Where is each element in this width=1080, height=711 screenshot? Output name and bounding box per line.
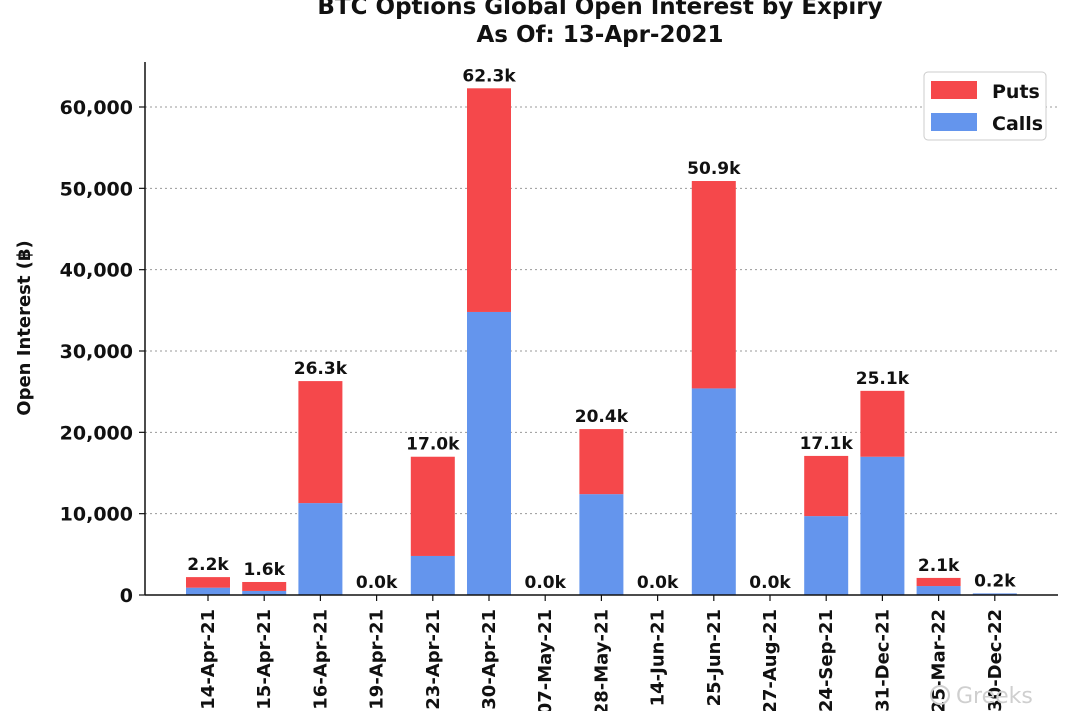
total-label: 1.6k <box>243 560 285 580</box>
bar-calls <box>298 503 343 595</box>
total-label: 0.0k <box>637 573 679 593</box>
bar-puts <box>860 390 905 457</box>
watermark-text: Greeks <box>956 684 1033 709</box>
x-axis-ticks: 14-Apr-21 15-Apr-21 16-Apr-21 19-Apr-21 23-A… <box>198 595 1006 711</box>
bar-calls <box>972 593 1017 595</box>
legend-swatch-puts <box>931 81 977 99</box>
bar-calls <box>242 590 287 595</box>
total-label: 0.2k <box>974 571 1016 591</box>
x-tick-label: 30-Dec-22 <box>985 609 1006 711</box>
y-axis-label: Open Interest (฿) <box>14 240 35 415</box>
total-label: 26.3k <box>294 359 348 379</box>
bar-puts <box>579 429 624 495</box>
y-tick-label: 0 <box>120 585 133 607</box>
bar-calls <box>916 586 961 595</box>
legend: Puts Calls <box>923 71 1047 141</box>
bar-calls <box>467 311 511 595</box>
x-tick-label: 28-May-21 <box>591 609 612 711</box>
x-tick-label: 24-Sep-21 <box>816 609 837 711</box>
y-tick-label: 60,000 <box>60 97 133 119</box>
chart-subtitle: As Of: 13-Apr-2021 <box>477 22 724 48</box>
x-tick-label: 14-Jun-21 <box>648 609 669 706</box>
data-labels: 2.2k 1.6k 26.3k 0.0k 17.0k 62.3k 0.0k 20.4k 0.0k… <box>187 66 1016 593</box>
x-tick-label: 07-May-21 <box>535 609 556 711</box>
bar-puts <box>691 181 736 389</box>
x-tick-label: 19-Apr-21 <box>367 609 388 710</box>
bar-puts <box>186 577 230 588</box>
x-tick-label: 30-Apr-21 <box>479 609 500 710</box>
y-axis-ticks: 0 10,000 20,000 30,000 40,000 50,000 60,000 <box>60 97 145 607</box>
bar-calls <box>691 388 736 595</box>
total-label: 25.1k <box>856 369 910 389</box>
watermark: Greeks <box>930 684 1033 709</box>
bar-calls <box>410 555 455 595</box>
total-label: 17.1k <box>800 434 854 454</box>
x-tick-label: 31-Dec-21 <box>872 609 893 711</box>
total-label: 17.0k <box>406 435 460 455</box>
y-tick-label: 40,000 <box>60 260 133 282</box>
total-label: 50.9k <box>687 159 741 179</box>
bar-puts <box>298 381 343 504</box>
total-label: 62.3k <box>462 66 516 86</box>
total-label: 0.0k <box>749 573 791 593</box>
y-tick-label: 50,000 <box>60 178 133 200</box>
bar-calls <box>860 456 905 595</box>
total-label: 0.0k <box>356 573 398 593</box>
wechat-logo-icon <box>930 685 950 705</box>
bar-puts <box>804 455 849 517</box>
bar-puts <box>467 88 511 312</box>
x-tick-label: 25-Mar-22 <box>929 609 950 711</box>
x-tick-label: 16-Apr-21 <box>310 609 331 710</box>
x-tick-label: 15-Apr-21 <box>254 609 275 710</box>
bar-calls <box>579 494 624 595</box>
y-tick-label: 10,000 <box>60 504 133 526</box>
bar-puts <box>410 456 455 556</box>
bars <box>186 88 1017 595</box>
y-tick-label: 20,000 <box>60 422 133 444</box>
x-tick-label: 27-Aug-21 <box>760 609 781 711</box>
legend-label-puts: Puts <box>992 81 1040 103</box>
bar-calls <box>186 587 230 595</box>
total-label: 20.4k <box>575 407 629 427</box>
x-tick-label: 14-Apr-21 <box>198 609 219 710</box>
x-tick-label: 23-Apr-21 <box>423 609 444 710</box>
bar-calls <box>804 516 849 595</box>
bar-puts <box>916 577 961 587</box>
legend-label-calls: Calls <box>992 113 1043 135</box>
chart-title: BTC Options Global Open Interest by Expi… <box>317 0 882 20</box>
y-tick-label: 30,000 <box>60 341 133 363</box>
legend-swatch-calls <box>931 113 977 131</box>
x-tick-label: 25-Jun-21 <box>704 609 725 706</box>
bar-puts <box>242 581 287 591</box>
total-label: 2.1k <box>918 556 960 576</box>
total-label: 2.2k <box>187 555 229 575</box>
total-label: 0.0k <box>524 573 566 593</box>
